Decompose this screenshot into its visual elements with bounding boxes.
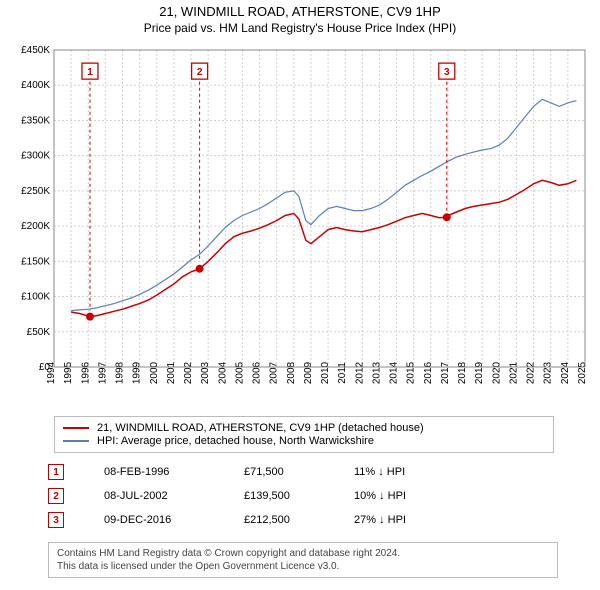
svg-text:2014: 2014	[389, 361, 400, 384]
sale-date: 08-JUL-2002	[104, 490, 244, 502]
svg-text:2001: 2001	[166, 361, 177, 384]
svg-text:1994: 1994	[46, 361, 57, 384]
svg-text:1996: 1996	[80, 361, 91, 384]
chart-title-main: 21, WINDMILL ROAD, ATHERSTONE, CV9 1HP	[0, 4, 600, 19]
svg-text:2015: 2015	[406, 361, 417, 384]
svg-text:2005: 2005	[234, 361, 245, 384]
legend-item: 21, WINDMILL ROAD, ATHERSTONE, CV9 1HP (…	[63, 422, 545, 434]
sale-hpi-delta: 11% ↓ HPI	[354, 466, 474, 478]
svg-text:2017: 2017	[440, 361, 451, 384]
marker-badge: 2	[48, 488, 64, 504]
svg-text:2010: 2010	[320, 361, 331, 384]
svg-text:2018: 2018	[457, 361, 468, 384]
legend-label: HPI: Average price, detached house, Nort…	[97, 435, 374, 447]
svg-text:2008: 2008	[286, 361, 297, 384]
marker-badge: 1	[48, 464, 64, 480]
marker-badge: 3	[48, 512, 64, 528]
legend-label: 21, WINDMILL ROAD, ATHERSTONE, CV9 1HP (…	[97, 422, 424, 434]
sale-price: £212,500	[244, 514, 354, 526]
svg-text:1995: 1995	[63, 361, 74, 384]
svg-text:2022: 2022	[526, 361, 537, 384]
svg-text:2004: 2004	[217, 361, 228, 384]
sale-date: 08-FEB-1996	[104, 466, 244, 478]
sales-data-table: 1 08-FEB-1996 £71,500 11% ↓ HPI 2 08-JUL…	[48, 460, 558, 532]
table-row: 2 08-JUL-2002 £139,500 10% ↓ HPI	[48, 484, 558, 508]
svg-text:2021: 2021	[508, 361, 519, 384]
chart-title-area: 21, WINDMILL ROAD, ATHERSTONE, CV9 1HP P…	[0, 0, 600, 35]
svg-text:£450K: £450K	[21, 45, 50, 56]
svg-text:2024: 2024	[560, 361, 571, 384]
svg-text:£50K: £50K	[27, 327, 51, 338]
svg-text:£250K: £250K	[21, 186, 50, 197]
sale-hpi-delta: 10% ↓ HPI	[354, 490, 474, 502]
svg-text:2013: 2013	[371, 361, 382, 384]
chart-legend: 21, WINDMILL ROAD, ATHERSTONE, CV9 1HP (…	[54, 416, 554, 453]
attribution-footer: Contains HM Land Registry data © Crown c…	[48, 542, 558, 578]
svg-text:1: 1	[87, 67, 93, 78]
sale-price: £71,500	[244, 466, 354, 478]
svg-text:2006: 2006	[252, 361, 263, 384]
svg-text:2: 2	[197, 67, 203, 78]
svg-text:2011: 2011	[337, 362, 348, 384]
legend-item: HPI: Average price, detached house, Nort…	[63, 435, 545, 447]
svg-text:2019: 2019	[474, 361, 485, 384]
svg-text:3: 3	[444, 67, 450, 78]
footer-line: This data is licensed under the Open Gov…	[57, 560, 549, 573]
svg-text:2020: 2020	[491, 361, 502, 384]
sale-price: £139,500	[244, 490, 354, 502]
svg-text:1997: 1997	[97, 361, 108, 384]
svg-text:1998: 1998	[115, 361, 126, 384]
svg-text:2016: 2016	[423, 361, 434, 384]
svg-text:2000: 2000	[149, 361, 160, 384]
legend-swatch	[63, 427, 89, 429]
svg-text:2025: 2025	[577, 361, 588, 384]
svg-text:£150K: £150K	[21, 256, 50, 267]
svg-text:£200K: £200K	[21, 221, 50, 232]
legend-swatch	[63, 440, 89, 442]
svg-text:£300K: £300K	[21, 151, 50, 162]
svg-text:£400K: £400K	[21, 80, 50, 91]
table-row: 3 09-DEC-2016 £212,500 27% ↓ HPI	[48, 508, 558, 532]
chart-title-sub: Price paid vs. HM Land Registry's House …	[0, 21, 600, 35]
line-chart: £0£50K£100K£150K£200K£250K£300K£350K£400…	[10, 42, 590, 412]
svg-text:1999: 1999	[132, 361, 143, 384]
footer-line: Contains HM Land Registry data © Crown c…	[57, 547, 549, 560]
svg-text:2023: 2023	[543, 361, 554, 384]
svg-text:2007: 2007	[269, 361, 280, 384]
svg-text:2002: 2002	[183, 361, 194, 384]
table-row: 1 08-FEB-1996 £71,500 11% ↓ HPI	[48, 460, 558, 484]
chart-container: £0£50K£100K£150K£200K£250K£300K£350K£400…	[10, 42, 590, 412]
svg-text:2003: 2003	[200, 361, 211, 384]
svg-text:£100K: £100K	[21, 292, 50, 303]
svg-text:2012: 2012	[354, 361, 365, 384]
sale-date: 09-DEC-2016	[104, 514, 244, 526]
svg-text:£350K: £350K	[21, 115, 50, 126]
svg-text:2009: 2009	[303, 361, 314, 384]
sale-hpi-delta: 27% ↓ HPI	[354, 514, 474, 526]
